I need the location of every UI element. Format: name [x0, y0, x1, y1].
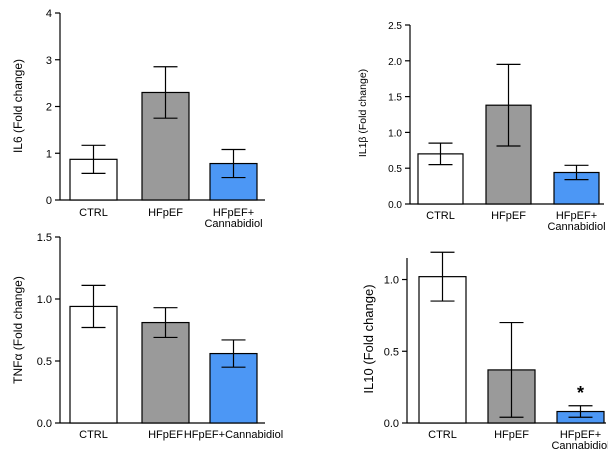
category-label: HFpEF: [494, 429, 529, 441]
panel-il10: 0.0 0.5 1.0 IL10 (Fold change) CTRL HFpEF * HFp…: [361, 251, 608, 452]
panel-il1b: 0.0 0.5 1.0 1.5 2.0 2.5 IL1β (Fold change) CTRL…: [357, 21, 606, 233]
category-label-line: Cannabidiol: [551, 440, 608, 452]
y-axis-title: IL6 (Fold change): [11, 59, 25, 153]
y-tick-label: 1.0: [384, 275, 399, 287]
category-label-line: Cannabidiol: [204, 218, 262, 230]
category-label: HFpEF: [148, 429, 183, 441]
category-label-line: HFpEF: [148, 207, 183, 219]
category-label: HFpEF: [148, 207, 183, 219]
category-label-line: HFpEF: [491, 210, 526, 222]
y-tick-label: 1.5: [37, 232, 52, 244]
y-tick-label: 0.5: [37, 356, 52, 368]
category-label: CTRL: [428, 429, 457, 441]
category-label: HFpEF+Cannabidiol: [184, 429, 283, 441]
y-tick-label: 0.0: [37, 418, 52, 430]
category-label-line: HFpEF+: [560, 429, 601, 441]
category-label: HFpEF: [491, 210, 526, 222]
y-tick-label: 4: [46, 8, 52, 20]
category-label-line: CTRL: [79, 207, 108, 219]
y-tick-label: 0: [46, 195, 52, 207]
category-label: HFpEF+Cannabidiol: [551, 429, 608, 452]
category-label: CTRL: [79, 429, 108, 441]
y-tick-label: 2: [46, 102, 52, 114]
category-label: CTRL: [426, 210, 455, 222]
y-tick-label: 2.0: [388, 57, 402, 68]
y-tick-label: 0.5: [384, 346, 399, 358]
category-label-line: CTRL: [428, 429, 457, 441]
y-tick-label: 0.5: [388, 164, 402, 175]
category-label: HFpEF+Cannabidiol: [547, 210, 605, 233]
y-tick-label: 1.0: [388, 128, 402, 139]
category-label-line: CTRL: [79, 429, 108, 441]
category-label: CTRL: [79, 207, 108, 219]
category-label-line: HFpEF+Cannabidiol: [184, 429, 283, 441]
y-tick-label: 1.0: [37, 294, 52, 306]
y-tick-label: 0.0: [384, 418, 399, 430]
bar-hfpef: [141, 321, 190, 424]
y-tick-label: 1: [46, 148, 52, 160]
category-label-line: Cannabidiol: [547, 221, 605, 233]
y-axis-title: IL1β (Fold change): [357, 69, 369, 157]
panel-il6: 0 1 2 3 4 IL6 (Fold change) CTRL HFpEF HFpEF+ Can…: [11, 8, 265, 230]
panel-tnfa: 0.0 0.5 1.0 1.5 TNFα (Fold change) CTRL HFpEF H…: [11, 232, 283, 441]
y-tick-label: 0.0: [388, 200, 402, 211]
significance-marker: *: [577, 383, 584, 403]
y-tick-label: 2.5: [388, 21, 402, 32]
category-label-line: HFpEF+: [213, 207, 254, 219]
y-tick-label: 3: [46, 55, 52, 67]
y-axis-title: TNFα (Fold change): [11, 276, 25, 384]
category-label-line: HFpEF: [148, 429, 183, 441]
category-label-line: HFpEF+: [556, 210, 597, 222]
category-label: HFpEF+Cannabidiol: [204, 207, 262, 230]
category-label-line: HFpEF: [494, 429, 529, 441]
category-label-line: CTRL: [426, 210, 455, 222]
y-tick-label: 1.5: [388, 93, 402, 104]
y-axis-title: IL10 (Fold change): [361, 284, 376, 393]
